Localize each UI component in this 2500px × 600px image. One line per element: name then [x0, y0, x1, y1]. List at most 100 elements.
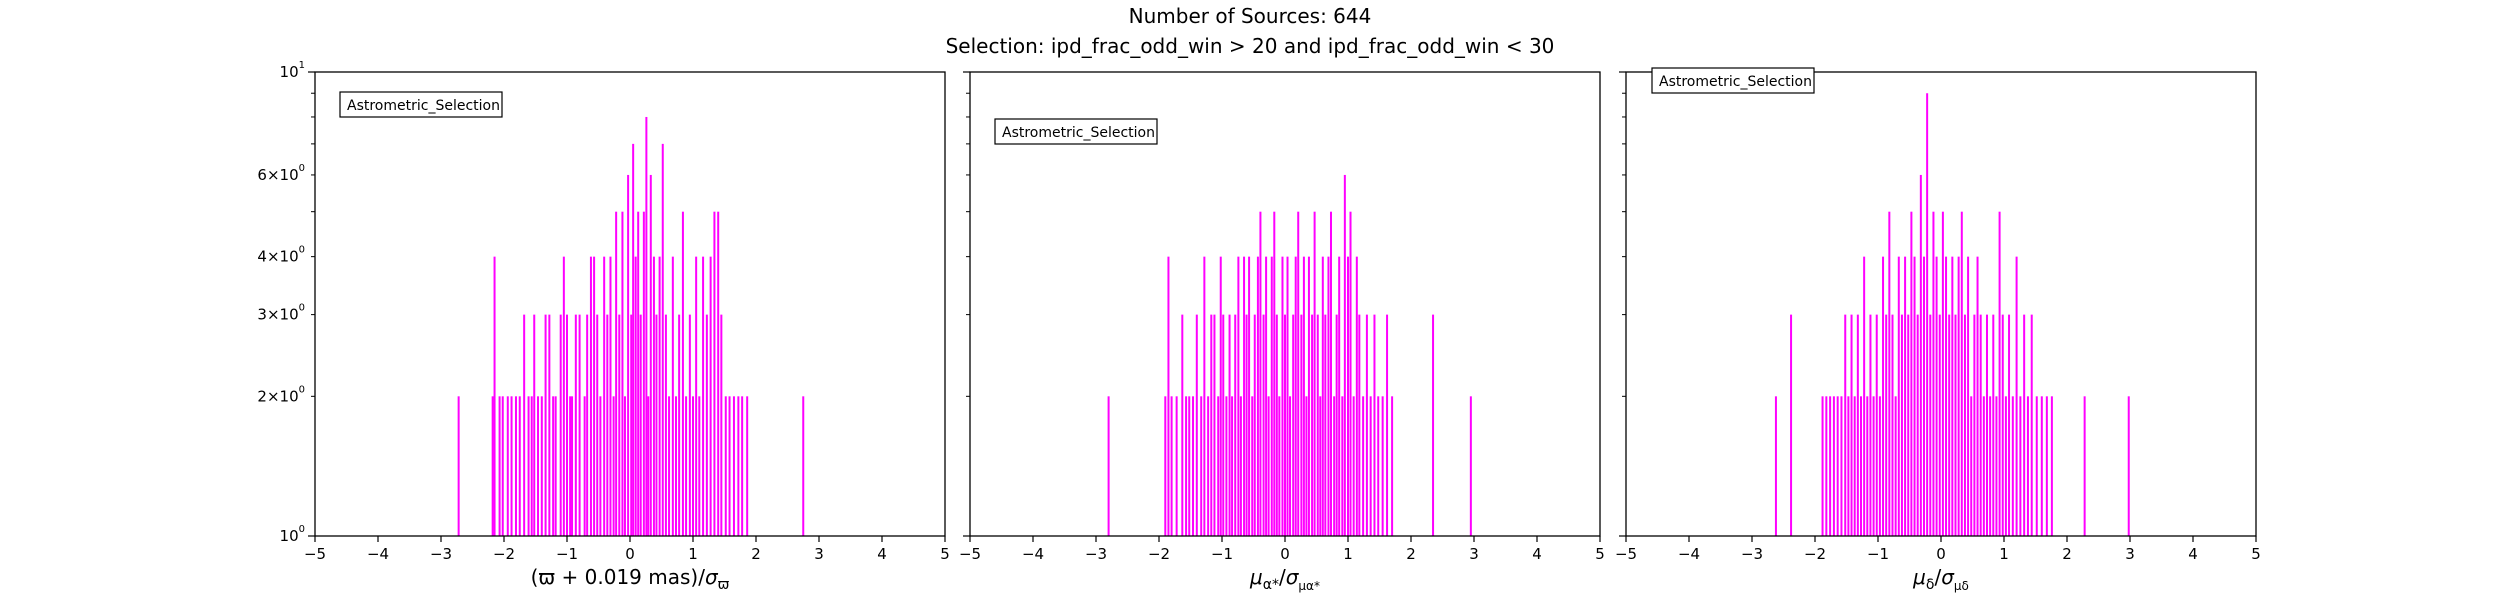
histogram-bar	[1995, 396, 1998, 536]
histogram-bar	[1307, 256, 1310, 536]
histogram-bar	[548, 314, 551, 536]
x-tick-label: 1	[1343, 545, 1353, 563]
histogram-bar	[1847, 396, 1850, 536]
legend-box	[1651, 67, 1815, 94]
x-tick-label: −1	[1211, 545, 1233, 563]
histogram-bar	[1904, 256, 1907, 536]
histogram-bar	[1821, 396, 1824, 536]
legend-box	[339, 91, 503, 118]
histogram-bar	[1989, 396, 1992, 536]
histogram-bar	[637, 211, 640, 536]
histogram-bar	[709, 256, 712, 536]
y-tick-label: 6×100	[257, 163, 305, 184]
histogram-bar	[630, 314, 633, 536]
y-tick-label: 100	[280, 524, 305, 545]
histogram-bar	[728, 396, 731, 536]
panel-pmdec: −5 −4 −3 −2 −1 0 1 2 3 4 5 Astrometric_Selection μδ/…	[1615, 67, 2261, 593]
histogram-bar	[724, 396, 727, 536]
histogram-bar	[671, 256, 674, 536]
histogram-bar	[530, 396, 533, 536]
histogram-bar	[634, 256, 637, 536]
y-tick-label: 101	[280, 60, 305, 81]
histogram-bar	[1897, 256, 1900, 536]
histogram-bar	[574, 314, 577, 536]
histogram-bar	[681, 211, 684, 536]
histogram-bar	[506, 396, 509, 536]
histogram-bar	[737, 396, 740, 536]
histogram-bar	[1297, 211, 1300, 536]
histogram-bar	[1863, 256, 1866, 536]
histogram-bar	[1311, 314, 1314, 536]
histogram-bar	[1228, 314, 1231, 536]
histogram-bar	[552, 396, 555, 536]
histogram-bar	[1844, 314, 1847, 536]
histogram-bar	[1919, 174, 1922, 536]
plot-frame	[1625, 71, 2257, 537]
histogram-bar	[2001, 314, 2004, 536]
histogram-bar	[1170, 396, 1173, 536]
histogram-bar	[596, 314, 599, 536]
histogram-bar	[1840, 396, 1843, 536]
x-tick-label: −5	[1615, 545, 1637, 563]
x-tick-label: 2	[1406, 545, 1416, 563]
histogram-bar	[1253, 314, 1256, 536]
histogram-bar	[540, 396, 543, 536]
x-tick-label: −3	[1085, 545, 1107, 563]
histogram-bar	[658, 256, 661, 536]
histogram-bar	[717, 211, 720, 536]
histogram-bar	[1265, 256, 1268, 536]
histogram-bar	[642, 211, 645, 536]
histogram-bar	[1302, 256, 1305, 536]
histogram-bar	[2004, 396, 2007, 536]
histogram-bar	[1284, 314, 1286, 536]
histogram-bar	[623, 396, 626, 536]
histogram-bar	[1829, 396, 1832, 536]
histogram-bar	[1341, 396, 1344, 536]
histogram-bar	[1957, 256, 1960, 536]
histogram-bar	[1195, 314, 1198, 536]
histogram-bar	[1213, 314, 1216, 536]
histogram-bar	[491, 396, 494, 536]
histogram-bar	[705, 314, 708, 536]
histogram-bar	[1850, 314, 1853, 536]
histogram-bar	[1210, 314, 1213, 536]
histogram-bar	[1352, 396, 1355, 536]
histogram-bar	[1960, 211, 1963, 536]
histogram-bar	[562, 256, 565, 536]
histogram-bar	[1866, 396, 1869, 536]
figure-title: Number of Sources: 644	[1128, 4, 1372, 28]
panel-parallax: −5 −4 −3 −2 −1 0 1 2 3 4 5 100 2×100 3×100 4×100 6×100 1…	[257, 60, 949, 593]
histogram-bar	[1222, 314, 1225, 536]
x-axis-label: μδ/σμδ	[1912, 565, 1969, 593]
histogram-bar	[2015, 256, 2018, 536]
histogram-bar	[1275, 314, 1278, 536]
histogram-bar	[1878, 396, 1881, 536]
x-tick-label: −5	[959, 545, 981, 563]
histogram-bar	[1998, 211, 2001, 536]
x-tick-label: −4	[1022, 545, 1044, 563]
histogram-bar	[554, 396, 557, 536]
x-tick-label: 3	[814, 545, 824, 563]
x-tick-label: −2	[493, 545, 515, 563]
histogram-bar	[2045, 396, 2048, 536]
histogram-bar	[537, 396, 540, 536]
y-tick-label: 2×100	[257, 384, 305, 405]
histogram-bar	[692, 396, 694, 536]
histogram-bar	[1239, 396, 1242, 536]
histogram-bar	[609, 256, 612, 536]
histogram-bar	[1248, 256, 1251, 536]
histogram-bar	[1982, 396, 1985, 536]
x-tick-label: 5	[2251, 545, 2261, 563]
x-tick-label: 2	[2062, 545, 2072, 563]
histogram-bar	[1164, 396, 1167, 536]
x-tick-label: −2	[1804, 545, 1826, 563]
histogram-bar	[606, 314, 609, 536]
x-tick-label: 0	[1936, 545, 1946, 563]
histogram-bar	[1882, 256, 1885, 536]
histogram-bar	[713, 211, 716, 536]
x-tick-label: 4	[877, 545, 887, 563]
histogram-bar	[1377, 396, 1380, 536]
legend-box	[994, 118, 1158, 145]
histogram-bar	[599, 396, 602, 536]
histogram-bar	[1967, 256, 1970, 536]
